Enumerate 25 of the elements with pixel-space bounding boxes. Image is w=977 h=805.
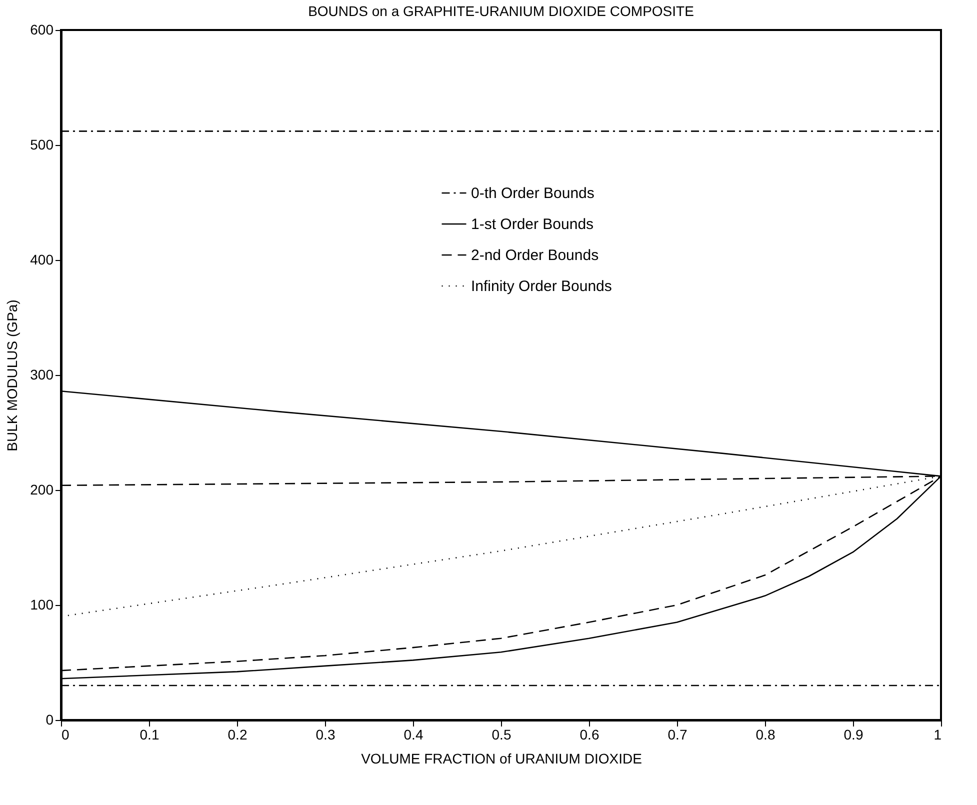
- y-axis-title: BULK MODULUS (GPa): [4, 300, 20, 452]
- x-axis-title: VOLUME FRACTION of URANIUM DIOXIDE: [361, 750, 642, 766]
- x-tick-label: 0.3: [316, 726, 336, 742]
- legend-label: 2-nd Order Bounds: [471, 247, 599, 264]
- y-tick-label: 0: [46, 712, 54, 728]
- y-tick-label: 200: [30, 482, 54, 498]
- y-tick-label: 400: [30, 252, 54, 268]
- legend-label: 1-st Order Bounds: [471, 216, 594, 233]
- x-tick-label: 1: [934, 726, 942, 742]
- x-tick-label: 0.4: [404, 726, 424, 742]
- legend-label: Infinity Order Bounds: [471, 278, 612, 295]
- x-tick-label: 0: [62, 726, 70, 742]
- y-tick-label: 300: [30, 366, 54, 382]
- chart-title: BOUNDS on a GRAPHITE-URANIUM DIOXIDE COMPOSITE: [308, 3, 694, 19]
- x-tick-label: 0.6: [580, 726, 600, 742]
- y-tick-label: 500: [30, 136, 54, 152]
- x-tick-label: 0.7: [668, 726, 688, 742]
- y-tick-label: 100: [30, 596, 54, 612]
- x-tick-label: 0.2: [228, 726, 248, 742]
- x-tick-label: 0.1: [140, 726, 160, 742]
- x-tick-label: 0.5: [492, 726, 512, 742]
- x-tick-label: 0.8: [756, 726, 776, 742]
- y-tick-label: 600: [30, 22, 54, 38]
- legend-label: 0-th Order Bounds: [471, 185, 594, 202]
- x-tick-label: 0.9: [844, 726, 864, 742]
